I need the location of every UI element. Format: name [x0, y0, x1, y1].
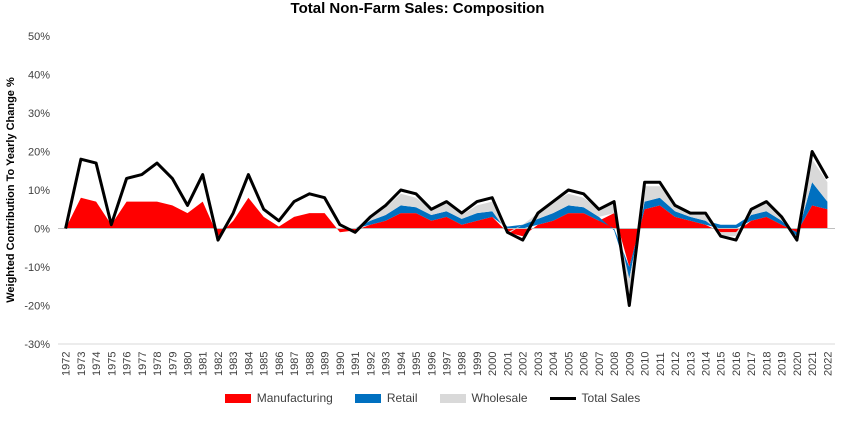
total-sales-swatch	[549, 396, 576, 400]
x-tick-label: 1996	[426, 352, 438, 376]
x-tick-label: 1989	[320, 352, 332, 376]
x-tick-label: 2021	[807, 352, 819, 376]
x-tick-label: 2005	[563, 352, 575, 376]
x-tick-label: 1979	[167, 352, 179, 376]
x-tick-label: 1973	[76, 352, 88, 376]
legend-label-wholesale: Wholesale	[471, 391, 528, 405]
x-tick-label: 1995	[411, 352, 423, 376]
x-tick-label: 2001	[502, 352, 514, 376]
x-tick-label: 1980	[183, 352, 195, 376]
x-tick-label: 2006	[579, 352, 591, 376]
axis-layer: 50%40%30%20%10%0%-10%-20%-30%1972 1973 197…	[24, 31, 835, 376]
y-tick-label: 30%	[28, 108, 50, 120]
x-tick-label: 1984	[243, 352, 255, 376]
x-tick-label: 1978	[152, 352, 164, 376]
x-tick-label: 1975	[106, 352, 118, 376]
legend-item-manufacturing: Manufacturing	[224, 391, 333, 405]
area-manufacturing	[65, 197, 828, 267]
x-tick-label: 2019	[777, 352, 789, 376]
area-layer	[65, 159, 828, 306]
line-layer	[64, 150, 829, 307]
legend: Manufacturing Retail Wholesale Total Sal…	[0, 391, 865, 405]
x-tick-label: 1991	[350, 352, 362, 376]
x-tick-label: 2015	[716, 352, 728, 376]
y-tick-label: 20%	[28, 147, 50, 159]
x-tick-label: 1985	[259, 352, 271, 376]
x-tick-label: 2010	[640, 352, 652, 376]
y-tick-label: 10%	[28, 185, 50, 197]
x-tick-label: 2014	[701, 352, 713, 376]
x-tick-label: 1974	[91, 352, 103, 376]
y-tick-label: 40%	[28, 70, 50, 82]
x-tick-label: 2008	[609, 352, 621, 376]
x-tick-label: 2018	[761, 352, 773, 376]
x-tick-label: 2012	[670, 352, 682, 376]
area-wholesale	[65, 159, 828, 306]
legend-label-manufacturing: Manufacturing	[256, 391, 333, 405]
x-tick-label: 2011	[655, 352, 667, 376]
y-tick-label: 0%	[34, 224, 50, 236]
x-tick-label: 2013	[685, 352, 697, 376]
x-tick-label: 1988	[304, 352, 316, 376]
x-tick-label: 1993	[381, 352, 393, 376]
x-tick-label: 1987	[289, 352, 301, 376]
x-tick-label: 1994	[396, 352, 408, 376]
x-tick-label: 2022	[822, 352, 834, 376]
x-tick-label: 2003	[533, 352, 545, 376]
x-tick-label: 1972	[61, 352, 73, 376]
y-tick-label: -30%	[24, 339, 50, 351]
x-tick-label: 1977	[137, 352, 149, 376]
legend-item-retail: Retail	[354, 391, 418, 405]
x-tick-label: 1997	[442, 352, 454, 376]
y-axis-label: Weighted Contribution To Yearly Change %	[5, 77, 17, 303]
y-tick-label: -20%	[24, 301, 50, 313]
legend-item-total-sales: Total Sales	[549, 391, 641, 405]
legend-label-total-sales: Total Sales	[581, 391, 641, 405]
x-tick-label: 2004	[548, 352, 560, 376]
x-tick-label: 2002	[518, 352, 530, 376]
x-tick-label: 1976	[122, 352, 134, 376]
x-tick-label: 2020	[792, 352, 804, 376]
manufacturing-swatch	[224, 393, 251, 403]
x-tick-label: 1983	[228, 352, 240, 376]
chart-title: Total Non-Farm Sales: Composition	[290, 0, 545, 17]
x-tick-label: 2016	[731, 352, 743, 376]
x-tick-label: 1998	[457, 352, 469, 376]
legend-label-retail: Retail	[386, 391, 418, 405]
y-tick-label: 50%	[28, 31, 50, 43]
x-tick-label: 1999	[472, 352, 484, 376]
x-tick-label: 2009	[624, 352, 636, 376]
area-retail	[65, 182, 828, 279]
y-tick-label: -10%	[24, 262, 50, 274]
x-tick-label: 1981	[198, 352, 210, 376]
x-tick-label: 1992	[365, 352, 377, 376]
x-tick-label: 1982	[213, 352, 225, 376]
retail-swatch	[354, 393, 381, 403]
legend-item-wholesale: Wholesale	[439, 391, 528, 405]
x-tick-label: 1986	[274, 352, 286, 376]
wholesale-swatch	[439, 393, 466, 403]
x-tick-label: 2017	[746, 352, 758, 376]
x-tick-label: 2007	[594, 352, 606, 376]
line-total-sales	[64, 150, 829, 307]
x-tick-label: 1990	[335, 352, 347, 376]
x-tick-label: 2000	[487, 352, 499, 376]
